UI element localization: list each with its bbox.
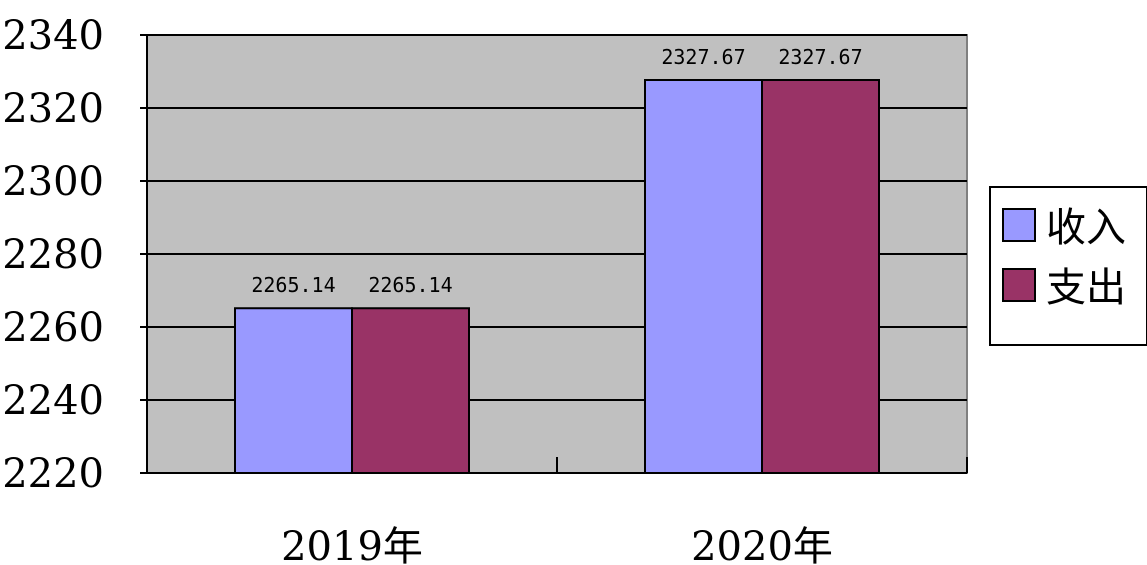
legend-swatch <box>1002 208 1036 242</box>
legend-label: 收入 <box>1046 205 1126 251</box>
axes <box>140 34 968 474</box>
y-tick-label: 2280 <box>2 232 104 278</box>
y-tick-label: 2320 <box>2 86 104 132</box>
y-tick-label: 2340 <box>2 13 104 59</box>
data-label: 2265.14 <box>368 273 452 297</box>
bar <box>644 79 763 475</box>
bar <box>351 307 470 475</box>
data-label: 2327.67 <box>778 45 862 69</box>
y-tick-label: 2260 <box>2 305 104 351</box>
y-tick-label: 2240 <box>2 378 104 424</box>
bar <box>761 79 880 475</box>
bar <box>234 307 353 475</box>
y-tick-label: 2220 <box>2 451 104 497</box>
legend-swatch <box>1002 268 1036 302</box>
bars <box>234 79 880 475</box>
labels: 2220 2240 2260 2280 2300 2320 2340 2265.14 2265.… <box>2 13 862 565</box>
data-label: 2327.67 <box>661 45 745 69</box>
x-tick-label: 2019年 <box>281 524 423 565</box>
x-tick-label: 2020年 <box>691 524 833 565</box>
legend-label: 支出 <box>1046 265 1126 311</box>
data-label: 2265.14 <box>251 273 335 297</box>
y-tick-label: 2300 <box>2 159 104 205</box>
